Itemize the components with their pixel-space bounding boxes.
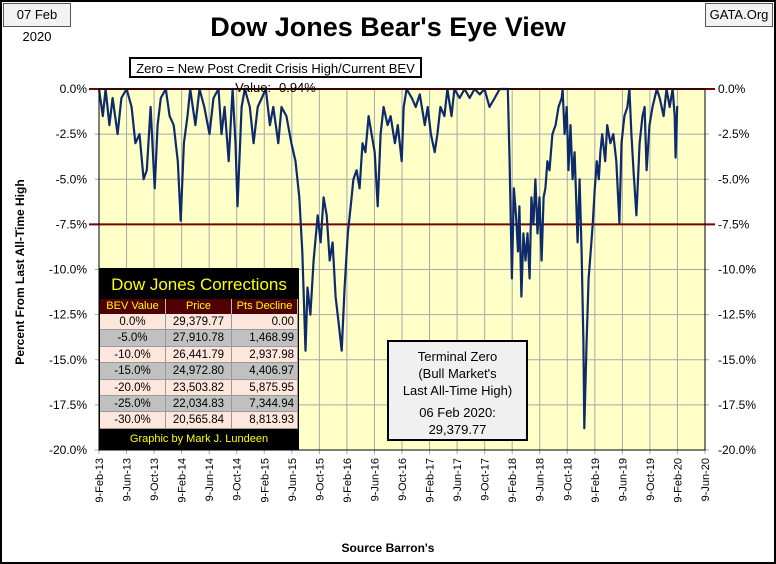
x-tick-label: 9-Feb-13 [94,458,106,503]
corrections-table: Dow Jones Corrections BEV Value Price Pt… [99,268,299,450]
table-cell: 22,034.83 [166,395,232,413]
x-tick-label: 9-Oct-16 [397,458,409,501]
table-cell: 7,344.94 [232,395,298,413]
table-footer: Graphic by Mark J. Lundeen [129,432,269,445]
table-cell: -15.0% [100,363,166,380]
y-tick-label-left: -20.0% [49,443,87,457]
table-cell: 8,813.93 [232,412,298,429]
x-tick-label: 9-Jun-18 [535,458,547,501]
x-tick-label: 9-Feb-14 [177,458,189,503]
y-tick-label-left: -2.5% [56,127,88,141]
x-tick-label: 9-Feb-17 [425,458,437,503]
x-tick-label: 9-Feb-18 [507,458,519,503]
x-tick-label: 9-Feb-16 [342,458,354,503]
x-tick-label: 9-Jun-15 [287,458,299,501]
terminal-zero-line: Terminal Zero [417,349,498,364]
terminal-zero-line: Last All-Time High) [402,383,513,398]
column-header: BEV Value [100,299,166,314]
table-cell: -20.0% [100,379,166,396]
table-header: BEV Value Price Pts Decline [100,299,298,314]
x-tick-label: 9-Oct-18 [562,458,574,501]
terminal-zero-line: (Bull Market's [418,366,497,381]
y-tick-label-left: -10.0% [49,263,87,277]
table-cell: 1,468.99 [232,330,298,347]
table-cell: 5,875.95 [232,379,298,396]
date-label: 07 Feb 2020 [3,3,71,44]
y-tick-label-right: -2.5% [718,127,750,141]
column-header: Price [166,299,232,314]
y-axis-title: Percent From Last All-Time High [13,179,27,365]
y-tick-label-left: 0.0% [60,82,88,96]
table-row: 0.0% 29,379.77 0.00 [100,314,298,331]
table-cell: 29,379.77 [166,314,232,331]
x-tick-label: 9-Jun-13 [122,458,134,501]
table-cell: 23,503.82 [166,379,232,396]
table-cell: 0.00 [232,314,298,331]
table-cell: 27,910.78 [166,330,232,347]
table-row: -30.0% 20,565.84 8,813.93 [100,412,298,429]
y-tick-label-right: -17.5% [718,398,756,412]
bev-series-line [97,87,679,430]
table-cell: 0.0% [100,314,166,331]
column-header: Pts Decline [232,299,298,314]
x-tick-label: 9-Oct-17 [480,458,492,501]
table-cell: 2,937.98 [232,346,298,364]
terminal-zero-date: 06 Feb 2020: [419,405,496,420]
x-axis-title: Source Barron's [341,541,435,555]
y-tick-label-left: -12.5% [49,308,87,322]
table-cell: 20,565.84 [166,412,232,429]
table-row: -25.0% 22,034.83 7,344.94 [100,395,298,413]
table-cell: -25.0% [100,395,166,413]
x-tick-label: 9-Feb-19 [590,458,602,503]
y-tick-label-right: -5.0% [718,172,750,186]
table-title: Dow Jones Corrections [111,275,287,294]
table-cell: 4,406.97 [232,363,298,380]
table-cell: 24,972.80 [166,363,232,380]
chart-title: Dow Jones Bear's Eye View [210,12,566,42]
x-tick-label: 9-Oct-13 [149,458,161,501]
x-tick-label: 9-Jun-16 [369,458,381,501]
x-tick-label: 9-Jun-17 [452,458,464,501]
y-tick-label-left: -5.0% [56,172,88,186]
x-tick-label: 9-Oct-14 [232,458,244,501]
x-tick-label: 9-Oct-19 [645,458,657,501]
chart-subtitle: Zero = New Post Credit Crisis High/Curre… [129,57,422,95]
terminal-zero-price: 29,379.77 [428,422,487,437]
terminal-zero-box: Terminal Zero (Bull Market's Last All-Ti… [387,340,528,441]
y-tick-label-left: -15.0% [49,353,87,367]
x-tick-label: 9-Jun-19 [617,458,629,501]
table-row: -15.0% 24,972.80 4,406.97 [100,363,298,380]
table-row: -10.0% 26,441.79 2,937.98 [100,346,298,364]
y-tick-label-right: -7.5% [718,217,750,231]
table-cell: -5.0% [100,330,166,347]
y-tick-label-right: -20.0% [718,443,756,457]
table-cell: 26,441.79 [166,346,232,364]
x-tick-label: 9-Jun-20 [700,458,712,501]
table-row: -5.0% 27,910.78 1,468.99 [100,330,298,347]
y-tick-label-right: -10.0% [718,263,756,277]
x-tick-label: 9-Feb-20 [672,458,684,503]
x-tick-label: 9-Feb-15 [259,458,271,503]
x-tick-label: 9-Oct-15 [314,458,326,501]
site-label: GATA.Org [705,3,773,27]
y-tick-label-left: -17.5% [49,398,87,412]
table-row: -20.0% 23,503.82 5,875.95 [100,379,298,396]
y-tick-label-right: -12.5% [718,308,756,322]
y-tick-label-left: -7.5% [56,217,88,231]
x-tick-label: 9-Jun-14 [204,458,216,501]
y-tick-label-right: 0.0% [718,82,746,96]
table-cell: -10.0% [100,346,166,364]
y-tick-label-right: -15.0% [718,353,756,367]
table-cell: -30.0% [100,412,166,429]
